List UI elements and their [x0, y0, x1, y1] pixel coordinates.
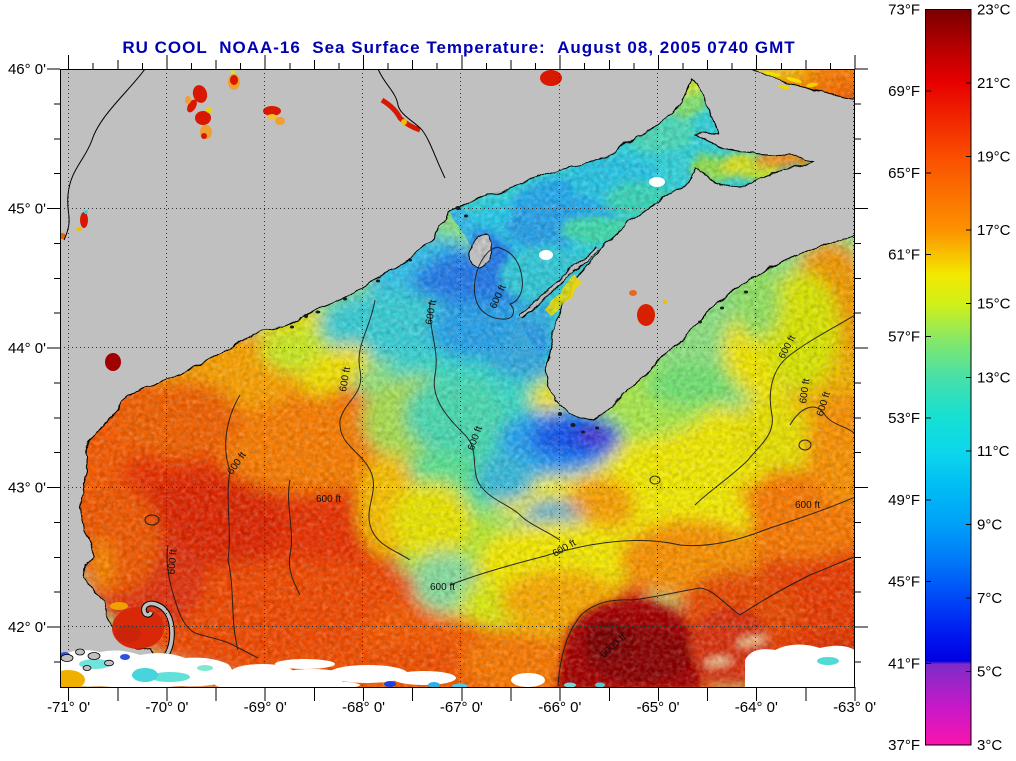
svg-text:RU COOL NOAA-16 Sea Surface: RU COOL NOAA-16 Sea Surface Temperature:…: [122, 38, 795, 57]
svg-text:65°F: 65°F: [888, 165, 920, 182]
svg-text:57°F: 57°F: [888, 328, 920, 345]
svg-text:9°C: 9°C: [977, 516, 1002, 533]
svg-text:15°C: 15°C: [977, 296, 1011, 313]
svg-text:-68° 0': -68° 0': [342, 699, 385, 716]
svg-text:-70° 0': -70° 0': [145, 699, 188, 716]
svg-text:600 ft: 600 ft: [795, 500, 820, 511]
svg-text:11°C: 11°C: [977, 443, 1010, 460]
svg-text:-71° 0': -71° 0': [47, 699, 90, 716]
svg-text:43° 0': 43° 0': [8, 480, 46, 497]
svg-text:21°C: 21°C: [977, 75, 1011, 92]
svg-text:73°F: 73°F: [888, 2, 920, 19]
svg-text:42° 0': 42° 0': [8, 619, 46, 636]
svg-text:17°C: 17°C: [977, 222, 1011, 239]
svg-text:45°F: 45°F: [888, 574, 920, 591]
svg-text:3°C: 3°C: [977, 737, 1002, 754]
svg-text:7°C: 7°C: [977, 590, 1002, 607]
svg-text:600 ft: 600 ft: [424, 299, 439, 326]
svg-text:600 ft: 600 ft: [338, 366, 353, 393]
svg-text:61°F: 61°F: [888, 247, 920, 264]
svg-text:-66° 0': -66° 0': [538, 699, 581, 716]
svg-text:53°F: 53°F: [888, 410, 920, 427]
svg-text:600 ft: 600 ft: [798, 378, 812, 405]
svg-text:45° 0': 45° 0': [8, 201, 46, 218]
svg-text:69°F: 69°F: [888, 83, 920, 100]
svg-text:600 ft: 600 ft: [166, 549, 179, 575]
svg-text:-69° 0': -69° 0': [244, 699, 287, 716]
svg-text:5°C: 5°C: [977, 663, 1002, 680]
svg-text:-67° 0': -67° 0': [440, 699, 483, 716]
svg-text:600 ft: 600 ft: [316, 494, 341, 505]
svg-text:13°C: 13°C: [977, 369, 1011, 386]
svg-text:44° 0': 44° 0': [8, 340, 46, 357]
svg-text:37°F: 37°F: [888, 737, 920, 754]
svg-text:600 ft: 600 ft: [430, 582, 455, 593]
svg-text:-63° 0': -63° 0': [833, 699, 876, 716]
svg-text:41°F: 41°F: [888, 655, 920, 672]
svg-text:46° 0': 46° 0': [8, 61, 46, 78]
svg-text:23°C: 23°C: [977, 2, 1011, 19]
svg-text:19°C: 19°C: [977, 149, 1011, 166]
svg-text:-64° 0': -64° 0': [735, 699, 778, 716]
svg-text:-65° 0': -65° 0': [636, 699, 679, 716]
svg-text:49°F: 49°F: [888, 492, 920, 509]
